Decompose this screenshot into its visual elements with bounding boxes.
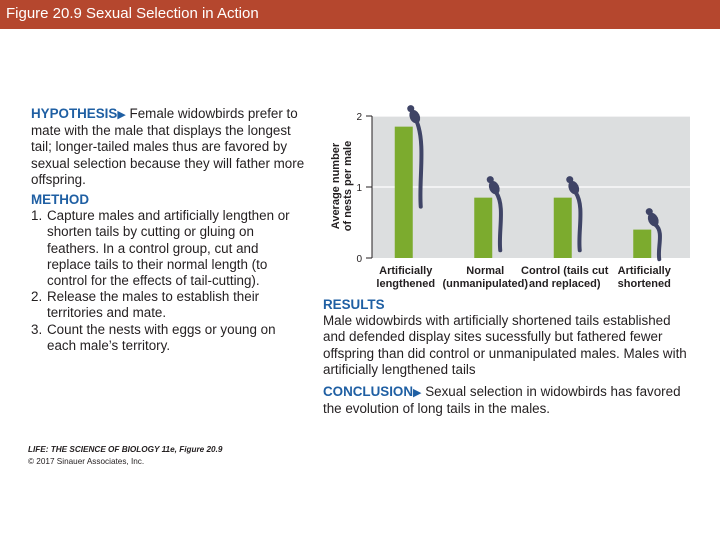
y-tick-label: 0 xyxy=(356,254,362,265)
bar xyxy=(474,197,493,258)
hypothesis-section: HYPOTHESIS▶ Female widowbirds prefer to … xyxy=(31,106,306,188)
x-category-label: Artificially lengthened xyxy=(376,265,435,291)
results-text: Male widowbirds with artificially shorte… xyxy=(323,313,687,377)
step-text: Count the nests with eggs or young on ea… xyxy=(47,321,276,353)
credit-book: LIFE: THE SCIENCE OF BIOLOGY 11e, Figure… xyxy=(28,445,223,454)
y-axis-label-line: Average number xyxy=(330,142,343,230)
widowbird-control-tail-icon xyxy=(566,176,583,253)
left-column: HYPOTHESIS▶ Female widowbirds prefer to … xyxy=(31,106,306,354)
bar xyxy=(394,126,413,259)
x-category-label-line: Normal xyxy=(466,265,505,277)
step-text: Capture males and artificially lengthen … xyxy=(47,208,290,289)
arrow-right-icon: ▶ xyxy=(117,109,126,121)
bar-chart-svg: 0 1 2 xyxy=(356,105,690,265)
x-category-label: Normal (unmanipulated) xyxy=(442,265,528,291)
y-tick-label: 2 xyxy=(356,112,362,123)
x-category-label-line: Artificially xyxy=(379,265,433,277)
conclusion-section: CONCLUSION▶ Sexual selection in widowbir… xyxy=(323,384,693,417)
step-number: 2. xyxy=(31,289,43,305)
conclusion-heading: CONCLUSION xyxy=(323,384,414,400)
x-category-label-line: Control (tails cut xyxy=(521,265,609,277)
method-step: 1. Capture males and artificially lengthe… xyxy=(31,208,306,289)
figure-credit: LIFE: THE SCIENCE OF BIOLOGY 11e, Figure… xyxy=(28,444,222,468)
y-axis-label-line: of nests per male xyxy=(342,140,355,232)
right-column: RESULTS Male widowbirds with artificiall… xyxy=(323,297,693,417)
widowbird-short-tail-icon xyxy=(645,208,662,262)
x-category-label-line: and replaced) xyxy=(528,278,601,290)
x-category-label-line: lengthened xyxy=(376,278,436,290)
method-step: 2. Release the males to establish their t… xyxy=(31,289,306,321)
x-category-label-line: Artificially xyxy=(617,265,671,277)
results-heading: RESULTS xyxy=(323,297,385,312)
x-category-label-line: (unmanipulated) xyxy=(442,278,529,290)
y-tick-label: 1 xyxy=(356,183,362,194)
step-text: Release the males to establish their ter… xyxy=(47,289,260,321)
conclusion-text: Sexual selection in widowbirds has favor… xyxy=(323,384,681,417)
credit-copyright: © 2017 Sinauer Associates, Inc. xyxy=(28,457,145,466)
bar xyxy=(553,197,572,258)
widowbird-long-tail-icon xyxy=(407,105,424,209)
step-number: 3. xyxy=(31,321,43,337)
method-step: 3. Count the nests with eggs or young on … xyxy=(31,322,306,354)
arrow-right-icon: ▶ xyxy=(413,387,422,400)
bar xyxy=(633,229,652,258)
method-heading: METHOD xyxy=(31,192,90,208)
x-category-label: Artificially shortened xyxy=(618,265,671,291)
hypothesis-text: Female widowbirds prefer to mate with th… xyxy=(31,106,305,187)
slide-title: Figure 20.9 Sexual Selection in Action xyxy=(6,5,259,22)
method-steps: 1. Capture males and artificially lengthe… xyxy=(31,208,306,354)
results-chart: 0 1 2 Average number of nests per male Art… xyxy=(322,104,702,292)
x-category-label: Control (tails cut and replaced) xyxy=(521,265,608,291)
hypothesis-heading: HYPOTHESIS xyxy=(31,106,118,121)
x-category-label-line: shortened xyxy=(617,278,671,290)
step-number: 1. xyxy=(31,208,43,224)
widowbird-normal-tail-icon xyxy=(486,176,503,253)
y-axis-label: Average number of nests per male xyxy=(330,141,354,231)
title-bar: Figure 20.9 Sexual Selection in Action xyxy=(0,0,720,29)
